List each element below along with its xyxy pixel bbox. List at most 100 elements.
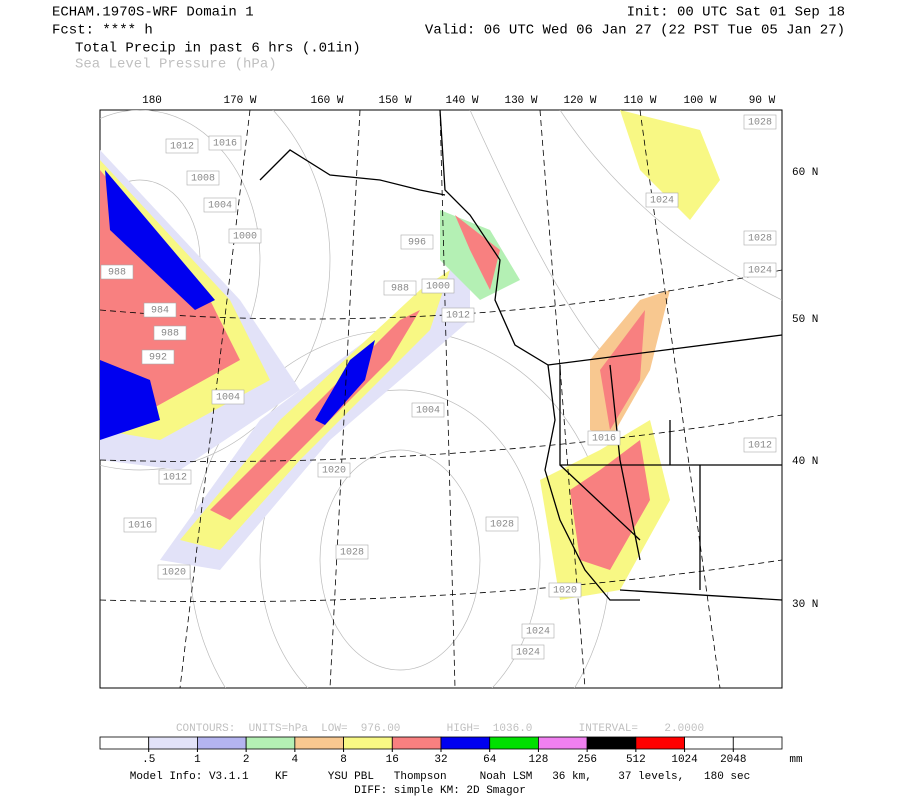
pressure-label: 1008 [191,174,215,185]
pressure-label: 1016 [213,139,237,150]
colorbar-label: 128 [529,754,549,766]
colorbar-box [586,736,637,750]
lon-label: 100 W [683,95,716,107]
colorbar-box [440,736,491,750]
pressure-label: 996 [408,238,426,249]
colorbar-box [684,736,734,750]
pressure-label-box [165,138,199,154]
pressure-label: 1012 [748,441,772,452]
pressure-label: 1012 [170,142,194,153]
pressure-label: 1020 [553,586,577,597]
colorbar-label: 16 [386,754,399,766]
model-info: Model Info: V3.1.1 KF YSU PBL Thompson N… [130,771,751,783]
pressure-label-box [511,644,545,660]
colorbar-label: 1024 [671,754,698,766]
pressure-label-box [100,264,134,280]
map-field [100,110,782,688]
pressure-label: 1004 [416,406,440,417]
pressure-label-box [411,402,445,418]
lon-label: 160 W [310,95,343,107]
pressure-label-box [143,302,177,318]
lat-label: 40 N [792,456,818,468]
pressure-label-box [158,469,192,485]
pressure-label: 1000 [233,232,257,243]
lat-label: 50 N [792,314,818,326]
pressure-label: 1024 [748,266,772,277]
pressure-label-box [743,114,777,130]
colorbar-box [343,736,393,750]
pressure-label-box [421,278,455,294]
lon-label: 90 W [749,95,776,107]
colorbar-box [148,736,198,750]
pressure-label: 1004 [208,201,232,212]
init-time: Init: 00 UTC Sat 01 Sep 18 [627,5,845,21]
map: 1012 1016 1008 1004 1000 996 988 984 988 992 1004 1… [99,109,783,689]
pressure-label: 1016 [592,434,616,445]
pressure-label: 1024 [516,648,540,659]
pressure-label: 1020 [162,568,186,579]
colorbar-label: 1 [194,754,201,766]
pressure-label: 1024 [650,196,674,207]
pressure-label: 1016 [128,521,152,532]
field-precip: Total Precip in past 6 hrs (.01in) [75,41,361,57]
lon-label: 180 [142,95,162,107]
colorbar-label: 512 [626,754,646,766]
pressure-label-box [203,197,237,213]
lon-label: 120 W [563,95,596,107]
pressure-label: 1000 [426,282,450,293]
pressure-label: 1028 [748,118,772,129]
colorbar-label: 32 [434,754,447,766]
pressure-label-box [743,437,777,453]
forecast-hour: Fcst: **** h [52,23,153,39]
colorbar-label: 8 [340,754,347,766]
pressure-label: 1012 [446,311,470,322]
precip [100,110,720,600]
isobars [100,110,782,688]
pressure-label-box [186,170,220,186]
valid-time: Valid: 06 UTC Wed 06 Jan 27 (22 PST Tue … [425,23,845,39]
lon-label: 130 W [504,95,537,107]
model-title: ECHAM.1970S-WRF Domain 1 [52,5,254,21]
pressure-label-box [317,462,351,478]
field-pressure: Sea Level Pressure (hPa) [75,57,277,73]
pressure-label-box [211,389,245,405]
contour-info: CONTOURS: UNITS=hPa LOW= 976.00 HIGH= 10… [176,723,704,735]
pressure-label-box [743,262,777,278]
colorbar-label: 2 [243,754,250,766]
lat-label: 30 N [792,599,818,611]
pressure-label-box [335,544,369,560]
pressure-label-box [141,349,175,365]
pressure-label: 1028 [340,548,364,559]
pressure-label-box [743,230,777,246]
pressure-label: 1024 [526,627,550,638]
colorbar-box [391,736,442,750]
pressure-label: 1004 [216,393,240,404]
colorbar-box [635,736,685,750]
pressure-label-box [383,280,417,296]
colorbar-label: 2048 [720,754,746,766]
pressure-label: 984 [151,306,169,317]
pressure-label-box [485,516,519,532]
colorbar-unit: mm [789,754,803,766]
pressure-label-box [157,564,191,580]
pressure-label-box [153,325,187,341]
pressure-label: 1012 [163,473,187,484]
pressure-label-box [645,192,679,208]
colorbar-box [197,736,247,750]
colorbar-box [489,736,539,750]
pressure-label-box [208,135,242,151]
colorbar-label: 64 [483,754,497,766]
pressure-label: 992 [149,353,167,364]
pressure-label: 988 [161,329,179,340]
lon-label: 150 W [378,95,411,107]
pressure-label: 988 [391,284,409,295]
lon-label: 170 W [223,95,256,107]
colorbar-box [294,736,344,750]
lat-label: 60 N [792,167,818,179]
lon-label: 110 W [623,95,656,107]
pressure-label-box [441,307,475,323]
colorbar-box [245,736,296,750]
colorbar-box [538,736,588,750]
pressure-label: 988 [108,268,126,279]
pressure-label-box [548,582,582,598]
